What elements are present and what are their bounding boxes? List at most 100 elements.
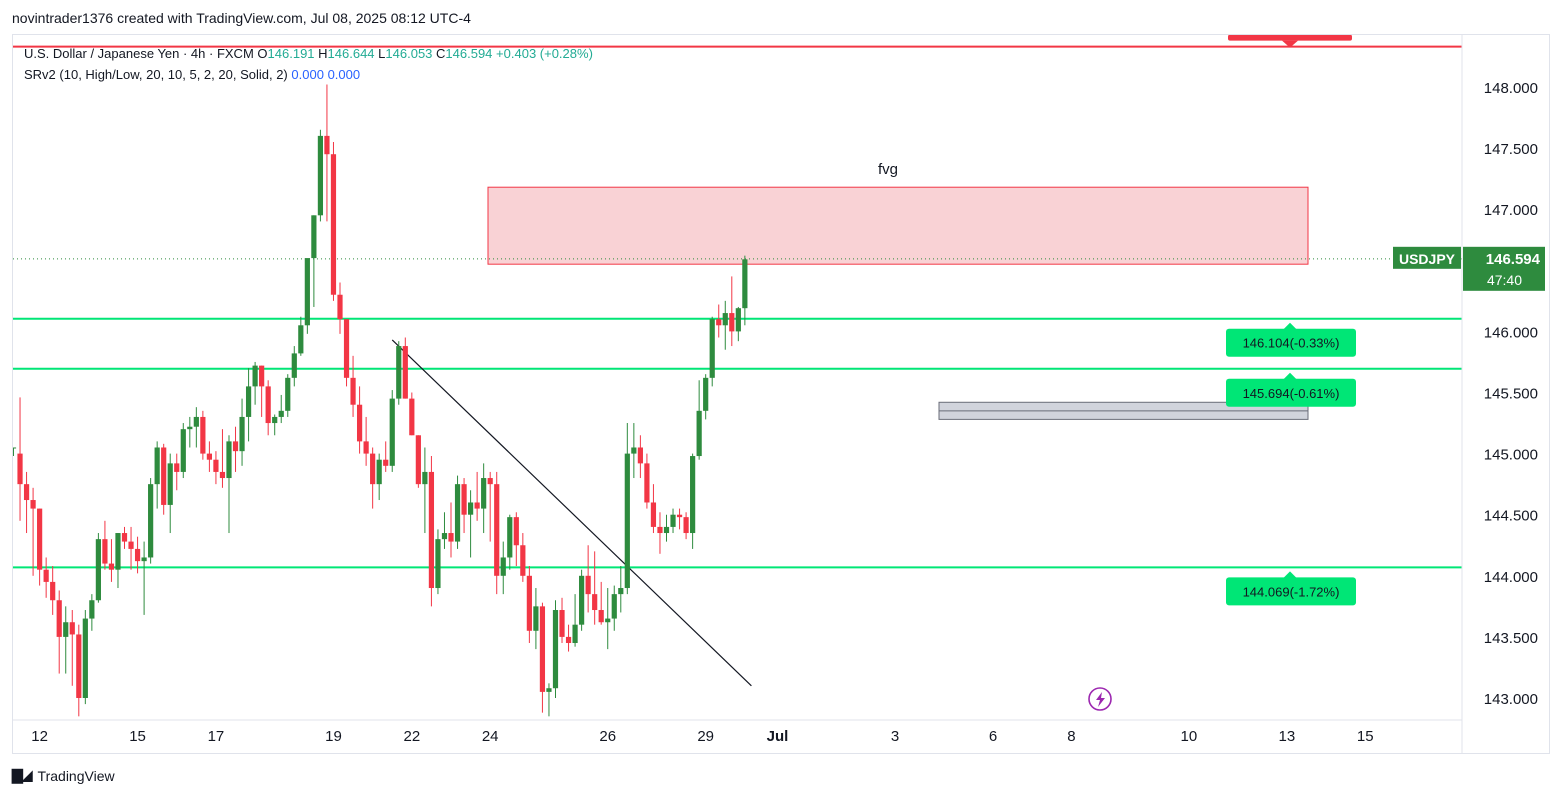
candle-body [337,294,343,320]
footer-brand[interactable]: ▇◢ TradingView [12,767,115,784]
candle-body [154,447,160,485]
high-label: H [318,46,328,61]
level-badge-label: 146.104(-0.33%) [1243,336,1340,351]
candle-body [676,514,683,518]
candle-body [696,410,702,457]
candle-body [461,484,467,515]
candle-body [23,484,30,501]
price-axis-tick: 143.000 [1484,691,1538,708]
candle-body [63,622,69,637]
time-axis-tick: 3 [891,728,899,745]
candle-body [487,478,493,485]
candle-body [670,514,676,527]
candle-body [683,517,689,534]
candle-body [592,594,598,611]
candle-body [311,215,317,259]
fvg-label: fvg [878,161,898,178]
candle-body [415,435,421,485]
candle-body [69,622,75,635]
time-axis-tick: 22 [403,728,420,745]
candle-body [481,478,487,509]
candle-body [134,548,141,562]
candle-body [703,377,709,411]
candle-body [663,526,670,534]
candle-body [330,154,337,295]
candle-body [618,588,624,595]
time-axis-tick: 29 [697,728,714,745]
price-badge-value: 146.594 [1486,251,1541,268]
level-badge-label: 144.069(-1.72%) [1243,584,1340,599]
indicator-legend: SRv2 (10, High/Low, 20, 10, 5, 2, 20, So… [24,67,360,82]
candle-body [272,416,278,424]
indicator-name[interactable]: SRv2 (10, High/Low, 20, 10, 5, 2, 20, So… [24,67,288,82]
candle-body [115,533,121,570]
time-axis-tick: 10 [1181,728,1198,745]
candle-body [396,346,402,399]
candle-body [298,325,304,354]
candle-body [324,135,330,155]
candle-body [76,634,82,698]
candle-body [82,618,88,698]
lightning-bolt-icon [1096,692,1105,707]
candle-body [37,508,43,570]
time-axis-tick: 19 [325,728,342,745]
candle-body [161,447,167,505]
price-axis-tick: 143.500 [1484,630,1538,647]
candle-body [187,426,193,430]
candle-body [370,453,376,485]
candle-body [454,484,461,542]
level-badge [1226,328,1356,357]
open-value: 146.191 [267,46,315,61]
time-axis-tick: 6 [989,728,997,745]
candle-body [402,346,408,399]
candle-body [474,502,480,509]
candle-body [742,259,748,309]
candle-body [291,353,297,378]
brand-label: TradingView [37,767,115,784]
candle-body [539,606,546,692]
symbol-name[interactable]: U.S. Dollar / Japanese Yen · 4h · FXCM [24,46,254,61]
time-axis-tick: 15 [1357,728,1374,745]
candle-body [167,463,173,505]
time-axis-tick: 8 [1067,728,1075,745]
candle-body [526,575,532,631]
price-badge [1463,246,1545,291]
candle-body [363,441,369,454]
candle-body [565,636,572,644]
open-label: O [257,46,268,61]
trendline [391,339,752,687]
candle-body [448,533,454,542]
candle-body [631,447,637,454]
candle-body [17,453,23,485]
candle-body [657,526,663,534]
candle-body [245,386,252,417]
resistance-label-box [1228,35,1352,41]
candle-body [350,377,356,405]
candle-body [533,606,539,631]
candle-body [304,258,310,326]
candle-body [441,533,448,540]
low-label: L [378,46,386,61]
candle-body [265,386,271,424]
candle-body [644,463,650,503]
resistance-marker-icon [1282,40,1298,48]
candle-body [317,135,324,216]
candle-body [729,313,735,332]
candle-body [383,459,389,466]
plot-area [13,35,1462,717]
candle-body [435,539,441,589]
candle-body [513,517,519,546]
candle-body [572,624,578,644]
candle-body [226,441,232,479]
indicator-value-1: 0.000 [291,67,324,82]
level-badge [1226,378,1356,407]
price-axis-tick: 145.500 [1484,386,1538,403]
candle-body [56,600,62,637]
candle-body [356,404,363,442]
level-badge-label: 145.694(-0.61%) [1243,386,1340,401]
price-axis-tick: 144.500 [1484,508,1538,525]
candle-body [494,484,500,576]
time-axis-tick: Jul [767,728,789,745]
candle-body [102,539,108,564]
